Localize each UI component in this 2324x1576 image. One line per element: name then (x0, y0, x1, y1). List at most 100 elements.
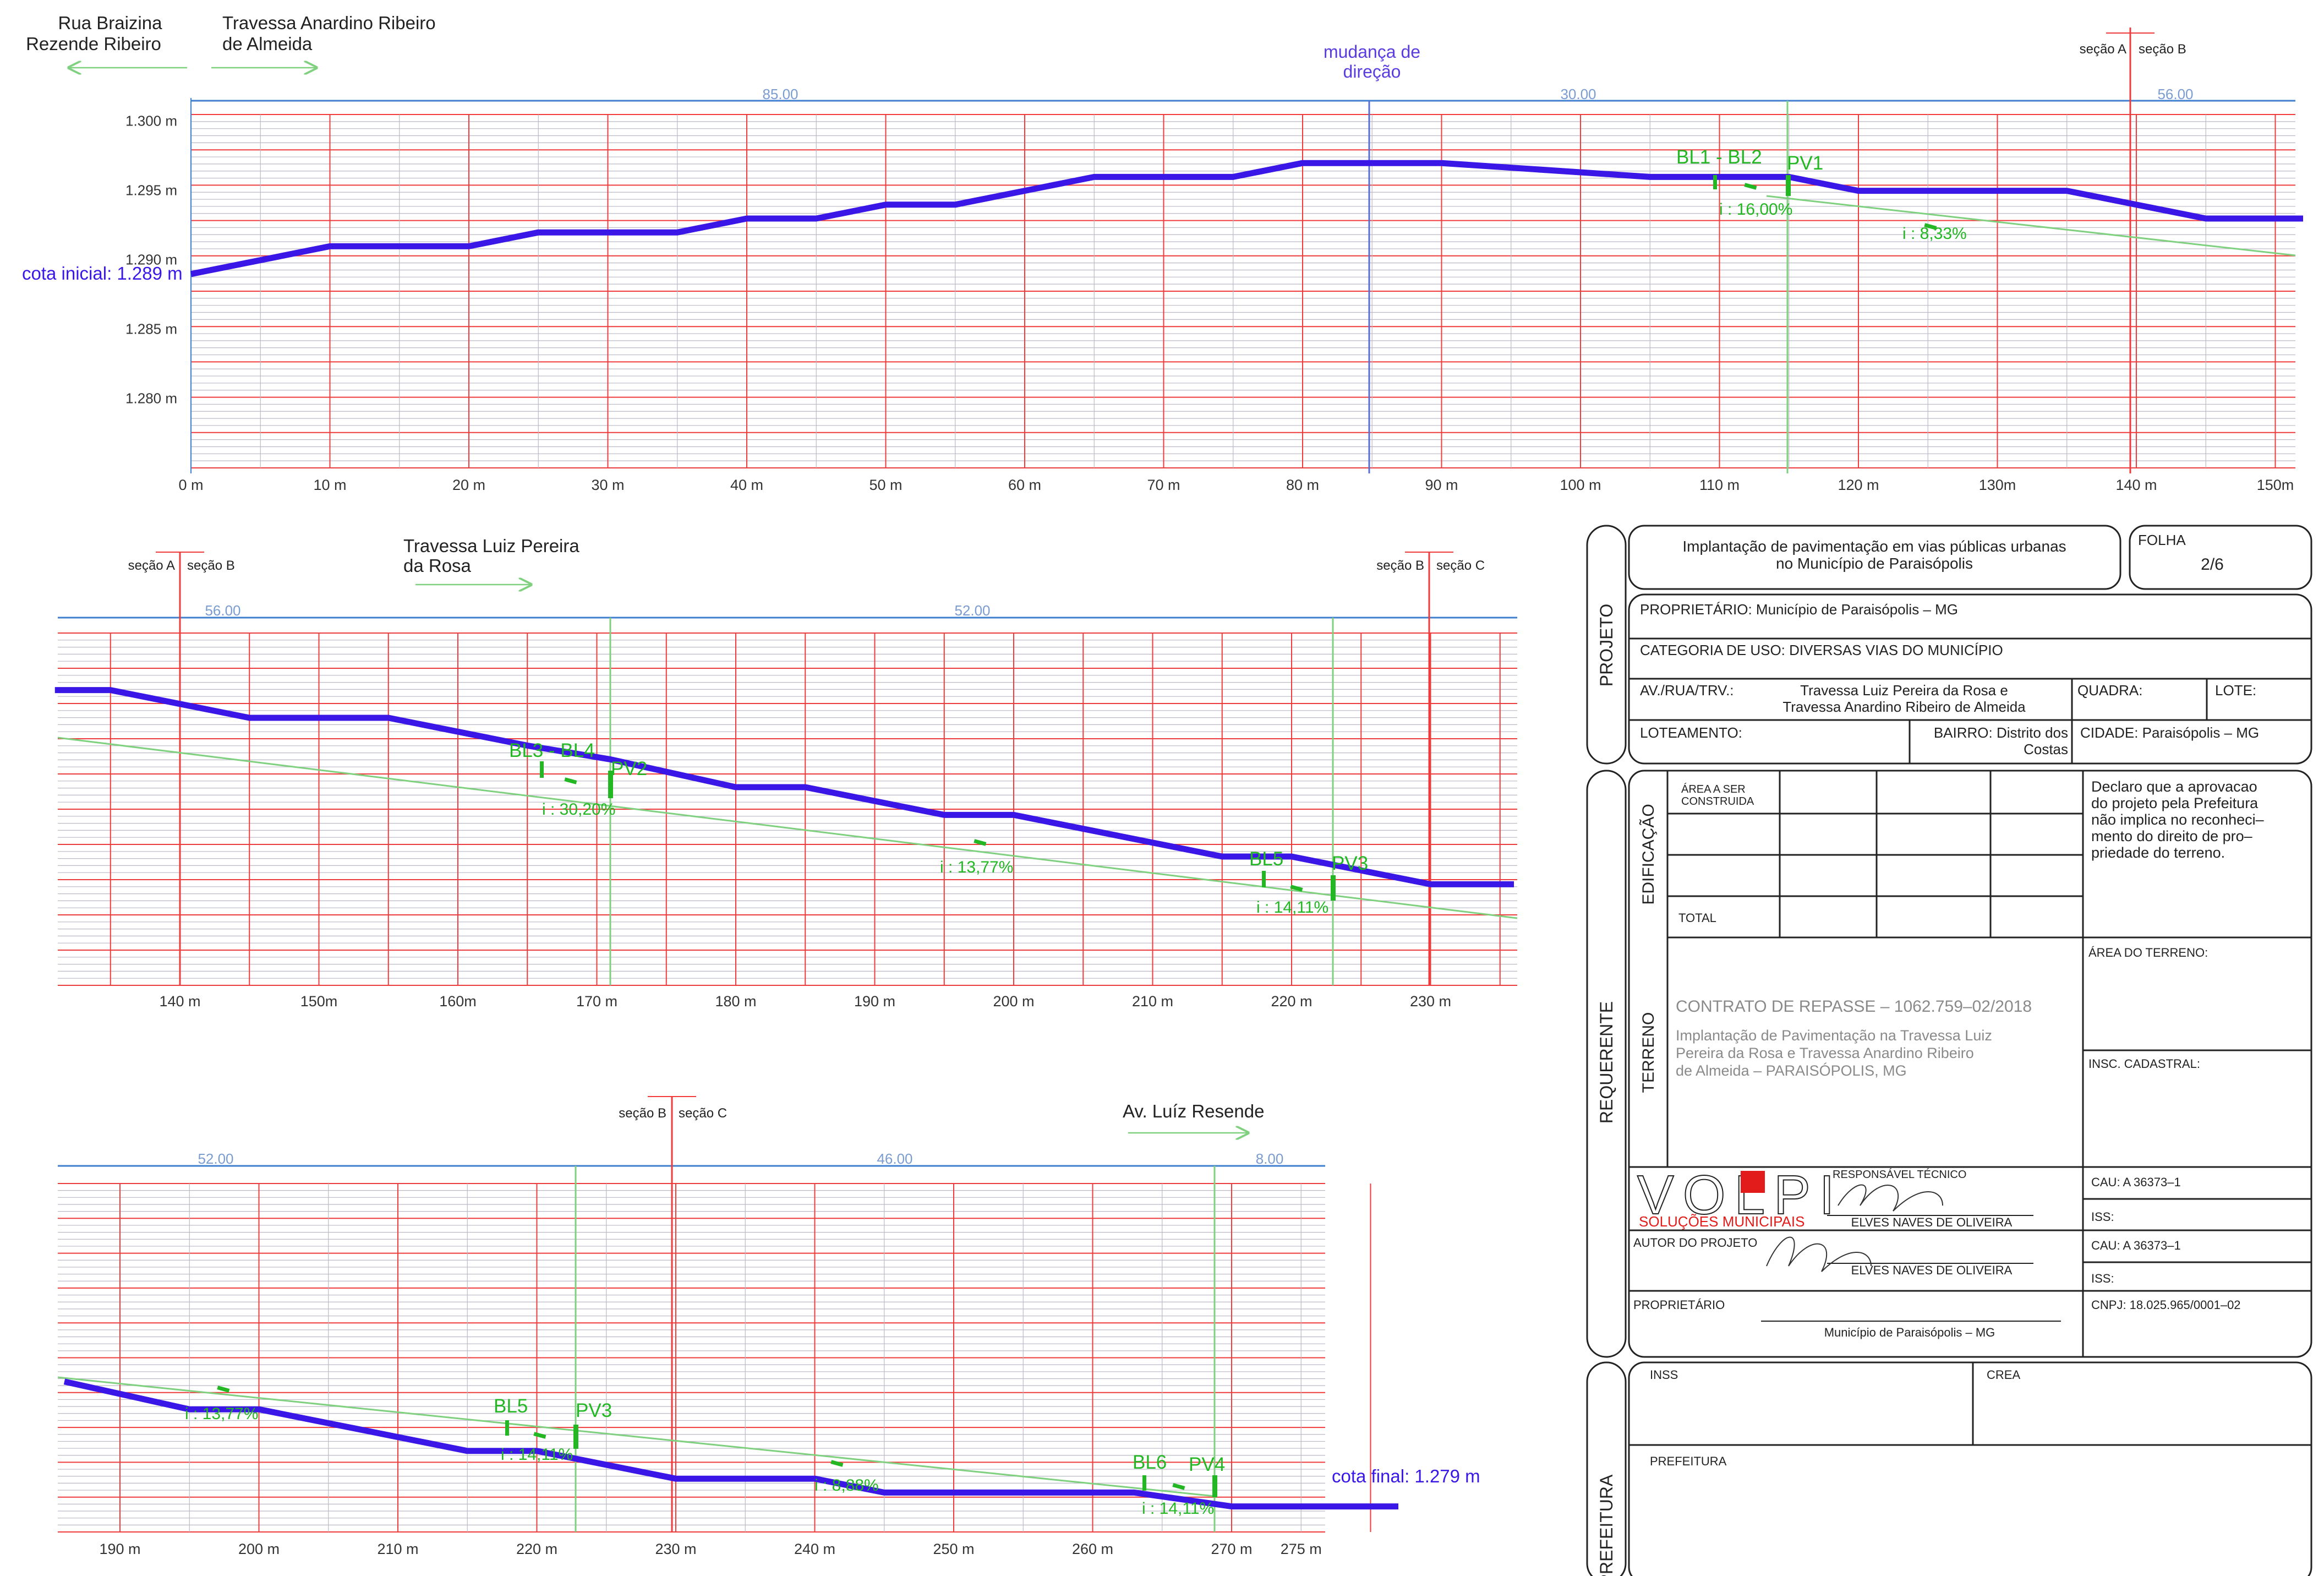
proprietario-label: PROPRIETÁRIO (1633, 1298, 1725, 1312)
terrain-profile-line (63, 1378, 1398, 1510)
section-a-label: seção A (2080, 42, 2126, 57)
dimension-52: 52.00 (198, 1150, 233, 1167)
pv3-label: PV3 (576, 1400, 612, 1421)
x-tick-label: 200 m (993, 993, 1034, 1010)
contrato-desc-line3: de Almeida – PARAISÓPOLIS, MG (1676, 1062, 1907, 1079)
y-axis-labels: 1.300 m 1.295 m 1.290 m 1.285 m 1.280 m (125, 113, 177, 407)
requerente-label: REQUERENTE (1596, 1001, 1616, 1124)
x-tick-label: 150m (2257, 477, 2294, 493)
dimension-46: 46.00 (877, 1150, 912, 1167)
bl5-marker (505, 1420, 509, 1436)
x-tick-label: 150m (300, 993, 338, 1010)
slope-16: i : 16,00% (1719, 200, 1792, 219)
slope-14-11: i : 14,11% (1256, 898, 1328, 917)
terreno-label: TERRENO (1639, 1012, 1658, 1093)
prefeitura-label: PREFEITURA (1650, 1454, 1727, 1468)
x-tick-label: 230 m (655, 1541, 696, 1557)
folha-value: 2/6 (2201, 555, 2224, 574)
section-b-label: seção B (187, 558, 235, 573)
logo-subtext: SOLUÇÕES MUNICIPAIS (1639, 1213, 1804, 1230)
area-construida-line1: ÁREA A SER (1681, 783, 1746, 795)
x-tick-label: 130m (1979, 477, 2016, 493)
cau2: CAU: A 36373–1 (2091, 1239, 2181, 1252)
pipe-line-2 (57, 737, 1518, 919)
cidade-field: CIDADE: Paraisópolis – MG (2080, 724, 2259, 741)
y-tick-label: 1.285 m (125, 321, 177, 337)
contrato-desc-line2: Pereira da Rosa e Travessa Anardino Ribe… (1676, 1045, 1974, 1061)
x-tick-label: 230 m (1410, 993, 1451, 1010)
x-tick-label: 50 m (869, 477, 902, 493)
y-tick-label: 1.280 m (125, 390, 177, 407)
slope-14-11: i : 14,11% (501, 1446, 573, 1464)
street-label-line1: Travessa Luiz Pereira (403, 536, 579, 556)
x-tick-label: 40 m (730, 477, 763, 493)
y-tick-label: 1.300 m (125, 113, 177, 129)
lote-field: LOTE: (2215, 682, 2256, 699)
pipe-line-1 (1766, 195, 2296, 257)
x-tick-label: 160m (439, 993, 477, 1010)
pv2-marker (608, 771, 613, 798)
slope-13-77: i : 13,77% (185, 1405, 258, 1423)
flow-arrow-icon (1924, 223, 1937, 230)
street-left-line1: Rua Braizina (58, 13, 163, 33)
dimension-56: 56.00 (205, 602, 240, 619)
cau1: CAU: A 36373–1 (2091, 1175, 2181, 1189)
responsavel-nome: ELVES NAVES DE OLIVEIRA (1851, 1215, 2013, 1229)
slope-14-11-b: i : 14,11% (1142, 1499, 1214, 1518)
insc-cadastral-label: INSC. CADASTRAL: (2088, 1057, 2200, 1071)
bl6-marker (1142, 1475, 1146, 1491)
iss1: ISS: (2091, 1210, 2114, 1224)
x-tick-label: 90 m (1425, 477, 1458, 493)
section-a-label: seção A (128, 558, 175, 573)
x-tick-label: 190 m (99, 1541, 140, 1557)
total-label: TOTAL (1678, 911, 1716, 925)
bl3-bl4-marker (540, 761, 544, 778)
x-tick-label: 120 m (1838, 477, 1879, 493)
y-tick-label: 1.290 m (125, 252, 177, 268)
bl3-bl4-label: BL3 - BL4 (509, 740, 595, 761)
title-line1: Implantação de pavimentação em vias públ… (1682, 538, 2066, 555)
title-block (1586, 525, 2312, 1576)
x-tick-label: 140 m (159, 993, 200, 1010)
section-c-label: seção C (679, 1106, 727, 1121)
crea-label: CREA (1987, 1368, 2020, 1382)
bairro-line2: Costas (2024, 741, 2068, 757)
edificacao-label: EDIFICAÇÃO (1639, 804, 1658, 904)
contrato-desc-line1: Implantação de Pavimentação na Travessa … (1676, 1027, 1992, 1044)
x-tick-label: 200 m (238, 1541, 280, 1557)
x-tick-label: 270 m (1211, 1541, 1252, 1557)
street-right-line1: Travessa Anardino Ribeiro (222, 13, 436, 33)
flow-arrow-icon (564, 777, 577, 784)
direction-change-line2: direção (1343, 62, 1401, 81)
street-label: Av. Luíz Resende (1123, 1101, 1264, 1121)
cnpj: CNPJ: 18.025.965/0001–02 (2091, 1298, 2241, 1312)
av-rua-value-line2: Travessa Anardino Ribeiro de Almeida (1782, 699, 2026, 715)
street-label-line2: da Rosa (403, 555, 472, 576)
x-tick-label: 70 m (1147, 477, 1180, 493)
flow-arrow-icon (1290, 885, 1303, 892)
x-tick-label: 240 m (794, 1541, 835, 1557)
pipe-line-3 (57, 1376, 1215, 1497)
categoria-field: CATEGORIA DE USO: DIVERSAS VIAS DO MUNIC… (1640, 642, 2003, 658)
x-tick-label: 275 m (1281, 1541, 1322, 1557)
requerente-side-frame (1586, 770, 1627, 1358)
bl5-marker (1262, 871, 1266, 887)
slope-8-88: i : 8,88% (814, 1476, 879, 1495)
declaro-line3: não implica no reconheci– (2091, 811, 2264, 828)
bl5-label: BL5 (494, 1395, 528, 1417)
cota-inicial: cota inicial: 1.289 m (22, 263, 183, 283)
section-b-label: seção B (2139, 42, 2186, 57)
bl5-label: BL5 (1249, 848, 1283, 870)
section-c-label: seção C (1436, 558, 1485, 573)
x-tick-label: 180 m (715, 993, 756, 1010)
panel-3-grid (58, 1183, 1371, 1533)
flow-arrow-icon (217, 1386, 230, 1393)
area-terreno-label: ÁREA DO TERRENO: (2088, 946, 2208, 959)
section-b-label: seção B (1376, 558, 1424, 573)
slope-13-77: i : 13,77% (940, 858, 1013, 876)
terrain-profile-line (190, 160, 2303, 277)
folha-box (2129, 525, 2312, 590)
x-tick-label: 0 m (178, 477, 203, 493)
cota-final: cota final: 1.279 m (1332, 1466, 1480, 1486)
